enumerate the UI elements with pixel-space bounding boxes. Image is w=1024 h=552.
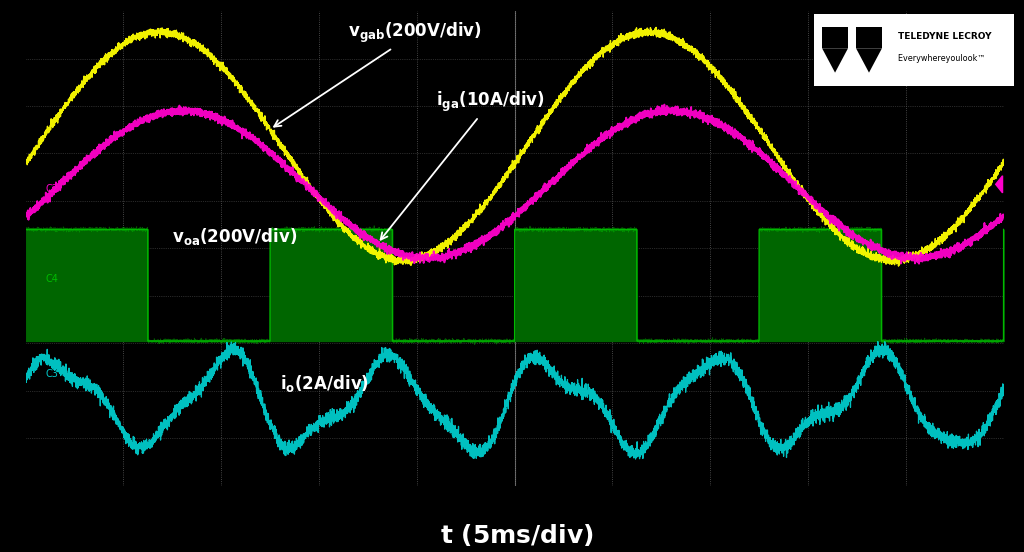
Polygon shape xyxy=(856,26,882,48)
Text: TELEDYNE LECROY: TELEDYNE LECROY xyxy=(898,32,991,41)
Text: Everywhere​youlook™: Everywhere​youlook™ xyxy=(898,54,985,63)
Polygon shape xyxy=(822,48,848,73)
Polygon shape xyxy=(995,176,1002,193)
Polygon shape xyxy=(822,26,848,48)
Text: C4: C4 xyxy=(45,274,58,284)
Text: C2: C2 xyxy=(45,184,58,194)
Text: $\mathbf{t}$ (5ms/div): $\mathbf{t}$ (5ms/div) xyxy=(440,522,594,549)
Text: $\mathbf{i_o}$(2A/div): $\mathbf{i_o}$(2A/div) xyxy=(280,373,369,394)
Text: C3: C3 xyxy=(45,369,58,379)
Text: $\mathbf{i_{ga}}$(10A/div): $\mathbf{i_{ga}}$(10A/div) xyxy=(381,90,545,240)
Polygon shape xyxy=(856,48,882,73)
Text: $\mathbf{v_{oa}}$(200V/div): $\mathbf{v_{oa}}$(200V/div) xyxy=(172,226,297,247)
Text: $\mathbf{v_{gab}}$(200V/div): $\mathbf{v_{gab}}$(200V/div) xyxy=(274,21,482,126)
